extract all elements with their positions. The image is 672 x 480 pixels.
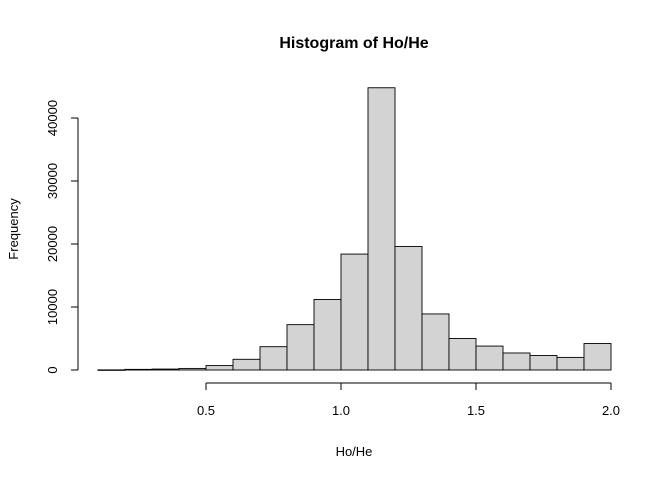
histogram-bar-7 xyxy=(286,324,315,371)
chart-title: Histogram of Ho/He xyxy=(279,35,428,52)
histogram-bar-10 xyxy=(367,87,396,371)
histogram-bar-4 xyxy=(205,365,234,371)
histogram-bar-14 xyxy=(475,345,504,371)
x-tick-label-2: 1.5 xyxy=(467,403,485,418)
y-tick-label-4: 40000 xyxy=(45,100,60,136)
x-tick-label-1: 1.0 xyxy=(332,403,350,418)
y-axis: 0 10000 20000 30000 40000 xyxy=(45,100,79,374)
histogram-bar-11 xyxy=(394,246,423,371)
histogram-bar-16 xyxy=(529,355,558,371)
histogram-bar-15 xyxy=(502,352,531,371)
histogram-bar-9 xyxy=(340,253,369,371)
histogram-bar-2 xyxy=(151,368,180,371)
histogram-bar-8 xyxy=(313,298,342,371)
histogram-bar-12 xyxy=(421,313,450,371)
y-tick-label-2: 20000 xyxy=(45,226,60,262)
histogram-bar-0 xyxy=(97,369,126,371)
y-tick-label-1: 10000 xyxy=(45,289,60,325)
histogram-bar-1 xyxy=(124,368,153,371)
x-axis: 0.5 1.0 1.5 2.0 xyxy=(197,382,620,418)
histogram-bar-17 xyxy=(556,356,585,371)
histogram-bar-3 xyxy=(178,367,207,371)
x-axis-label: Ho/He xyxy=(336,444,373,459)
y-tick-label-3: 30000 xyxy=(45,163,60,199)
x-tick-label-3: 2.0 xyxy=(602,403,620,418)
histogram-bar-18 xyxy=(583,343,612,371)
y-tick-label-0: 0 xyxy=(45,366,60,373)
histogram-bar-6 xyxy=(259,346,288,371)
histogram-bar-13 xyxy=(448,338,477,371)
y-axis-label: Frequency xyxy=(6,198,21,260)
bars-group xyxy=(97,87,612,371)
x-tick-label-0: 0.5 xyxy=(197,403,215,418)
histogram-bar-5 xyxy=(232,358,261,371)
